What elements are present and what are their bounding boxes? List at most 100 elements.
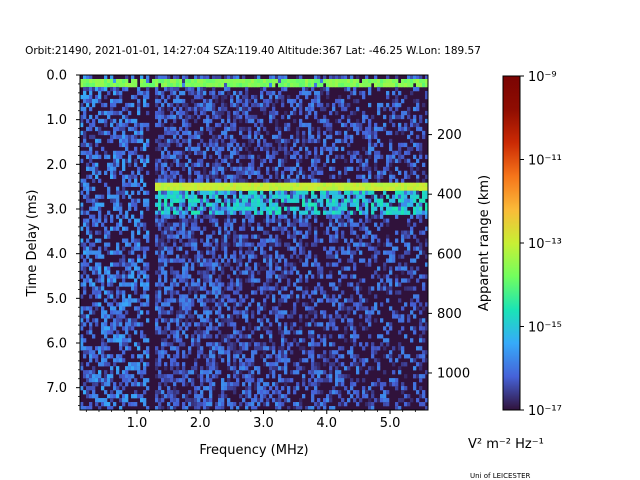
heatmap-cell	[380, 174, 384, 179]
heatmap-cell	[212, 142, 216, 148]
heatmap-cell	[326, 82, 330, 88]
heatmap-cell	[422, 82, 426, 88]
heatmap-cell	[326, 182, 330, 187]
heatmap-cell	[257, 286, 261, 291]
heatmap-cell	[176, 362, 180, 367]
heatmap-cell	[311, 202, 315, 207]
heatmap-cell	[296, 162, 300, 168]
heatmap-cell	[137, 370, 141, 375]
heatmap-cell	[206, 242, 210, 247]
heatmap-cell	[419, 146, 423, 152]
heatmap-cell	[320, 202, 324, 207]
heatmap-cell	[425, 110, 429, 116]
heatmap-cell	[236, 206, 240, 211]
heatmap-cell	[275, 382, 279, 387]
heatmap-cell	[128, 250, 132, 255]
heatmap-cell	[137, 86, 141, 92]
heatmap-cell	[362, 110, 366, 116]
heatmap-cell	[299, 106, 303, 112]
heatmap-cell	[110, 118, 114, 124]
heatmap-cell	[191, 198, 195, 203]
heatmap-cell	[416, 98, 420, 104]
heatmap-cell	[92, 266, 96, 271]
heatmap-cell	[404, 250, 408, 255]
heatmap-cell	[104, 182, 108, 187]
heatmap-cell	[224, 242, 228, 247]
heatmap-cell	[392, 310, 396, 315]
heatmap-cell	[221, 94, 225, 100]
heatmap-cell	[122, 334, 126, 339]
heatmap-cell	[185, 294, 189, 299]
heatmap-cell	[212, 342, 216, 347]
heatmap-cell	[233, 178, 237, 183]
heatmap-cell	[308, 254, 312, 259]
heatmap-cell	[422, 338, 426, 343]
heatmap-cell	[416, 298, 420, 303]
heatmap-cell	[209, 266, 213, 271]
heatmap-cell	[170, 194, 174, 199]
heatmap-cell	[389, 290, 393, 295]
heatmap-cell	[392, 250, 396, 255]
heatmap-cell	[251, 310, 255, 315]
heatmap-cell	[347, 82, 351, 88]
heatmap-cell	[269, 286, 273, 291]
heatmap-cell	[320, 170, 324, 175]
heatmap-cell	[347, 102, 351, 108]
heatmap-cell	[311, 338, 315, 343]
heatmap-cell	[128, 374, 132, 379]
heatmap-cell	[179, 222, 183, 227]
heatmap-cell	[125, 346, 129, 351]
heatmap-cell	[407, 318, 411, 323]
heatmap-cell	[416, 266, 420, 271]
heatmap-cell	[80, 402, 84, 407]
heatmap-cell	[236, 94, 240, 100]
heatmap-cell	[113, 154, 117, 160]
heatmap-cell	[299, 122, 303, 128]
heatmap-cell	[83, 290, 87, 295]
heatmap-cell	[350, 326, 354, 331]
heatmap-cell	[131, 262, 135, 267]
heatmap-cell	[398, 146, 402, 152]
heatmap-cell	[191, 402, 195, 407]
heatmap-cell	[299, 246, 303, 251]
heatmap-cell	[329, 362, 333, 367]
heatmap-cell	[173, 290, 177, 295]
heatmap-cell	[179, 162, 183, 168]
heatmap-cell	[140, 222, 144, 227]
heatmap-cell	[401, 382, 405, 387]
heatmap-cell	[83, 182, 87, 187]
heatmap-cell	[377, 310, 381, 315]
heatmap-cell	[284, 226, 288, 231]
heatmap-cell	[293, 110, 297, 116]
heatmap-cell	[227, 338, 231, 343]
heatmap-cell	[104, 78, 108, 84]
heatmap-cell	[251, 250, 255, 255]
heatmap-cell	[92, 370, 96, 375]
heatmap-cell	[155, 318, 159, 323]
heatmap-cell	[200, 110, 204, 116]
heatmap-cell	[317, 366, 321, 371]
heatmap-cell	[125, 214, 129, 219]
heatmap-cell	[302, 234, 306, 239]
heatmap-cell	[356, 246, 360, 251]
heatmap-cell	[191, 262, 195, 267]
heatmap-cell	[200, 82, 204, 88]
heatmap-cell	[320, 354, 324, 359]
heatmap-cell	[194, 370, 198, 375]
heatmap-cell	[410, 398, 414, 403]
heatmap-cell	[185, 110, 189, 116]
heatmap-cell	[359, 314, 363, 319]
heatmap-cell	[269, 354, 273, 359]
heatmap-cell	[380, 186, 384, 191]
heatmap-cell	[200, 286, 204, 291]
heatmap-cell	[209, 350, 213, 355]
heatmap-cell	[290, 110, 294, 116]
heatmap-cell	[287, 178, 291, 183]
heatmap-cell	[218, 206, 222, 211]
heatmap-cell	[260, 398, 264, 403]
heatmap-cell	[410, 170, 414, 175]
heatmap-cell	[80, 254, 84, 259]
heatmap-cell	[113, 82, 117, 88]
heatmap-cell	[320, 310, 324, 315]
heatmap-cell	[338, 362, 342, 367]
